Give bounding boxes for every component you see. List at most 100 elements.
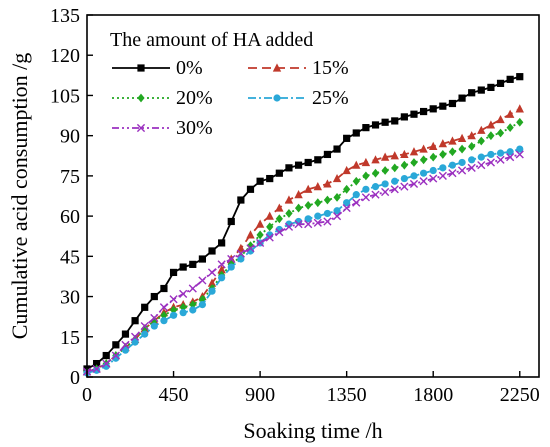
data-point	[265, 211, 274, 220]
data-point	[506, 75, 514, 83]
data-point	[217, 265, 226, 274]
data-point	[371, 121, 380, 129]
data-point	[304, 200, 312, 210]
data-point	[361, 193, 370, 202]
data-point	[429, 152, 437, 162]
data-point	[429, 174, 438, 183]
data-point	[131, 338, 139, 346]
data-point	[352, 129, 360, 137]
x-tick-label: 1350	[327, 384, 367, 406]
data-point	[516, 73, 524, 81]
data-point	[294, 220, 303, 229]
data-point	[390, 151, 399, 160]
data-point	[371, 168, 380, 178]
data-point	[323, 195, 332, 205]
data-point	[371, 155, 380, 164]
data-point	[333, 192, 341, 202]
series-line	[86, 108, 521, 373]
data-point	[362, 124, 370, 132]
data-point	[198, 276, 207, 285]
data-point	[303, 184, 313, 193]
legend-layer: The amount of HA added 0% 15% 20% 25% 30%	[110, 29, 349, 139]
y-tick-label: 120	[50, 45, 80, 67]
plot-frame	[86, 14, 540, 378]
data-point	[410, 172, 418, 180]
data-point	[112, 341, 120, 349]
data-point	[207, 278, 217, 287]
data-point	[255, 219, 265, 228]
data-point	[419, 144, 428, 153]
data-point	[198, 301, 207, 309]
data-point	[169, 268, 178, 277]
data-point	[323, 209, 332, 218]
legend-label: 25%	[312, 87, 349, 109]
data-point	[352, 191, 360, 199]
legend-label: 20%	[176, 87, 213, 109]
legend-marker	[272, 63, 282, 72]
data-point	[323, 217, 332, 226]
data-point	[457, 166, 467, 175]
data-point	[352, 176, 360, 186]
legend-item: 25%	[248, 87, 349, 109]
data-point	[237, 196, 245, 204]
data-point	[256, 177, 264, 185]
y-tick-label: 90	[60, 126, 80, 148]
data-point	[515, 150, 524, 159]
data-point	[496, 114, 505, 124]
data-point	[294, 190, 303, 199]
data-point	[477, 86, 485, 94]
data-point	[93, 359, 101, 368]
data-point	[236, 243, 246, 252]
data-point	[487, 150, 495, 159]
data-point	[468, 156, 476, 164]
data-point	[352, 198, 361, 207]
data-point	[343, 184, 351, 194]
y-tick-label: 135	[50, 5, 80, 27]
data-point	[333, 207, 341, 215]
data-point	[150, 292, 158, 301]
data-point	[256, 230, 264, 240]
data-point	[207, 268, 217, 277]
data-point	[343, 134, 351, 142]
legend-item: 15%	[248, 57, 349, 79]
data-point	[458, 158, 466, 167]
data-point	[361, 157, 371, 167]
data-point	[140, 321, 149, 331]
data-point	[159, 303, 169, 312]
data-point	[266, 222, 274, 232]
data-point	[313, 182, 323, 191]
data-point	[179, 309, 187, 317]
data-point	[419, 107, 428, 116]
data-point	[486, 120, 496, 129]
data-point	[179, 263, 187, 271]
ticks-layer: 0 450 900 1350 1800 2250 0 15 30 45 60 75 90 105 120 13…	[50, 5, 540, 406]
data-point	[179, 289, 188, 298]
data-point	[439, 102, 447, 110]
data-point	[160, 284, 168, 293]
data-point	[121, 346, 130, 354]
data-point	[409, 147, 419, 156]
data-point	[486, 158, 496, 167]
data-point	[150, 322, 158, 330]
data-point	[227, 263, 235, 271]
data-point	[362, 171, 370, 181]
data-point	[371, 190, 380, 199]
legend-item: 0%	[112, 57, 203, 79]
data-point	[487, 131, 495, 141]
data-point	[111, 351, 120, 360]
data-point	[150, 313, 159, 323]
data-point	[92, 364, 101, 374]
legend-marker	[137, 93, 145, 103]
series-layer	[82, 73, 524, 377]
data-point	[409, 179, 419, 189]
data-point	[438, 139, 448, 148]
data-point	[284, 222, 294, 231]
data-point	[458, 94, 466, 102]
data-point	[169, 305, 178, 315]
data-point	[208, 247, 216, 255]
data-point	[496, 79, 505, 87]
series-1	[82, 104, 524, 376]
data-point	[188, 284, 197, 293]
data-point	[285, 164, 293, 172]
data-point	[332, 212, 342, 221]
